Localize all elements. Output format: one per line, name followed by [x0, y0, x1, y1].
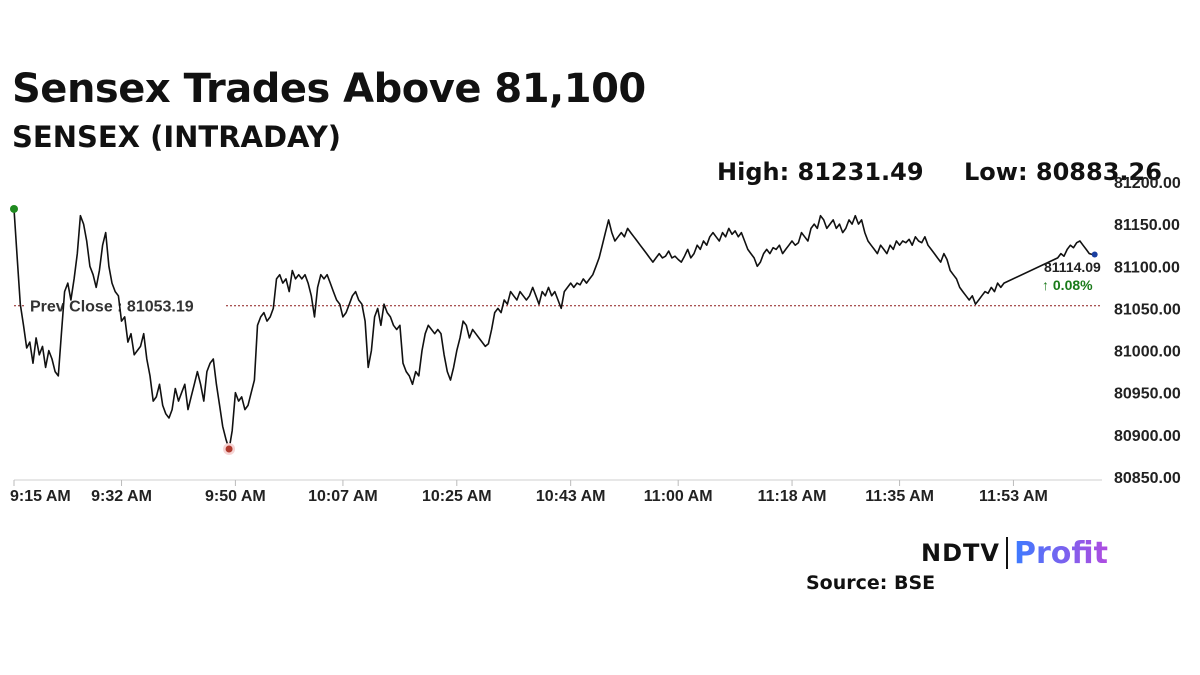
day-high-label: High: 81231.49: [717, 158, 924, 186]
logo-profit-text: Profit: [1013, 535, 1108, 571]
chart-title: Sensex Trades Above 81,100: [12, 66, 646, 112]
y-tick-label: 80950.00: [1114, 386, 1181, 403]
prev-close-label: Prev Close : 81053.19: [30, 299, 194, 316]
y-tick-label: 81150.00: [1114, 217, 1180, 234]
y-tick-label: 80850.00: [1114, 470, 1181, 487]
x-tick-label: 10:43 AM: [536, 488, 606, 505]
y-tick-label: 81200.00: [1114, 175, 1181, 192]
prev-close-label-bg: [26, 294, 226, 317]
price-line: [13, 208, 1096, 450]
logo-divider: [1005, 537, 1008, 569]
ndtv-profit-logo: NDTV Profit: [921, 535, 1108, 571]
x-tick-label: 10:07 AM: [308, 488, 378, 505]
logo-ndtv-text: NDTV: [921, 539, 1000, 567]
open-marker: [10, 204, 18, 213]
last-price-marker: [1091, 251, 1098, 258]
last-price-label: 81114.09: [1044, 259, 1101, 275]
x-tick-label: 9:50 AM: [205, 488, 266, 505]
chart-subtitle: SENSEX (INTRADAY): [12, 120, 341, 154]
y-tick-label: 81100.00: [1114, 259, 1180, 276]
x-tick-label: 11:53 AM: [979, 488, 1048, 505]
x-tick-label: 9:32 AM: [91, 488, 152, 505]
x-tick-label: 10:25 AM: [422, 488, 492, 505]
y-tick-label: 80900.00: [1114, 428, 1181, 445]
low-marker: [225, 445, 233, 453]
source-note: Source: BSE: [806, 572, 936, 594]
y-tick-label: 81000.00: [1114, 344, 1181, 361]
day-low-label: Low: 80883.26: [964, 158, 1162, 186]
x-tick-label: 9:15 AM: [10, 488, 71, 505]
y-tick-label: 81050.00: [1114, 301, 1181, 318]
x-tick-label: 11:35 AM: [865, 488, 934, 505]
x-tick-label: 11:00 AM: [644, 488, 713, 505]
change-percent-label: ↑ 0.08%: [1042, 277, 1093, 293]
x-tick-label: 11:18 AM: [758, 488, 827, 505]
